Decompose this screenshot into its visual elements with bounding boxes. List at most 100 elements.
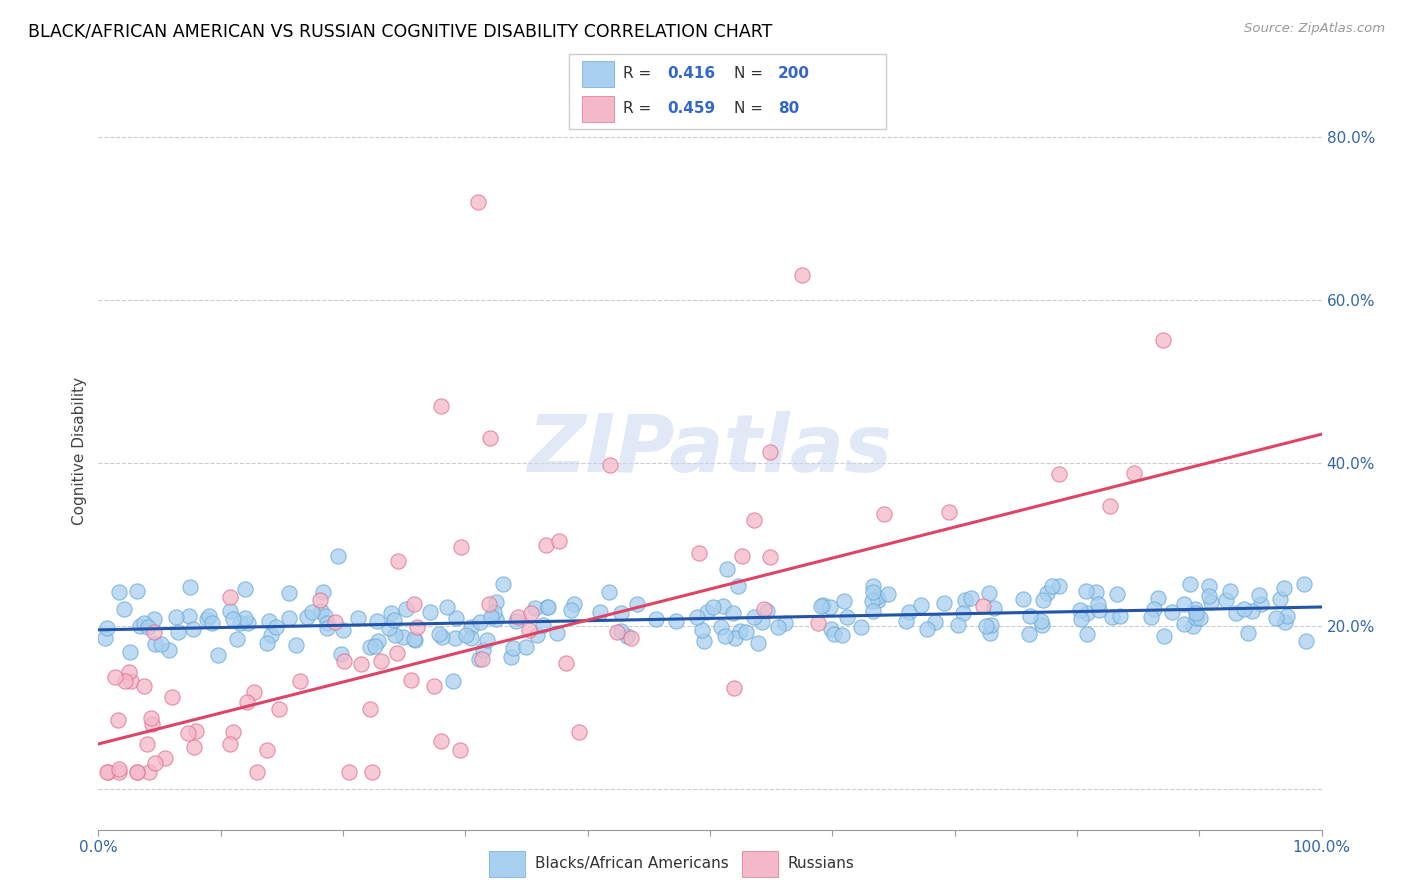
Point [181, 622, 204, 636]
Point [125, 584, 148, 599]
Point [1185, 611, 1208, 625]
Point [983, 600, 1005, 615]
Point [811, 598, 834, 612]
Point [112, 601, 135, 615]
FancyBboxPatch shape [569, 54, 886, 129]
Point [502, 641, 524, 656]
Point [370, 654, 392, 668]
Point [773, 615, 796, 630]
Point [952, 606, 974, 620]
Point [1153, 629, 1175, 643]
Point [758, 550, 780, 565]
Point [1047, 579, 1070, 593]
Point [229, 616, 252, 631]
Point [284, 638, 307, 652]
Point [243, 685, 266, 699]
Point [1018, 627, 1040, 641]
Point [423, 678, 446, 692]
Point [1274, 615, 1296, 630]
Point [195, 611, 218, 625]
Point [1188, 611, 1211, 625]
Point [443, 631, 465, 645]
Point [1143, 602, 1166, 616]
Bar [582, 96, 614, 122]
Point [756, 604, 779, 618]
Point [979, 625, 1001, 640]
Point [515, 640, 537, 654]
Point [1101, 609, 1123, 624]
Point [176, 726, 198, 740]
Point [219, 604, 242, 618]
Point [330, 647, 353, 661]
Point [485, 612, 508, 626]
Point [953, 592, 976, 607]
Point [835, 610, 858, 624]
Point [1173, 597, 1195, 611]
Point [711, 599, 734, 614]
Point [1173, 616, 1195, 631]
Point [868, 593, 890, 607]
Point [924, 615, 946, 630]
Point [150, 636, 173, 650]
Text: 0.416: 0.416 [668, 67, 716, 81]
Point [910, 598, 932, 612]
Point [312, 584, 335, 599]
Point [430, 399, 453, 413]
Point [536, 599, 558, 614]
Point [367, 634, 389, 648]
Point [350, 657, 373, 672]
Point [198, 608, 221, 623]
Point [849, 620, 872, 634]
Point [1070, 612, 1092, 626]
Text: Blacks/African Americans: Blacks/African Americans [534, 855, 728, 871]
Point [477, 633, 499, 648]
Point [860, 594, 883, 608]
Point [118, 665, 141, 680]
Text: 80: 80 [779, 102, 800, 116]
Point [568, 724, 591, 739]
Point [547, 534, 569, 549]
Point [278, 611, 301, 625]
Point [264, 620, 287, 634]
Point [382, 613, 405, 627]
Point [359, 640, 381, 654]
Point [876, 587, 898, 601]
Point [132, 616, 155, 631]
Point [392, 630, 415, 644]
Point [360, 765, 382, 780]
Point [742, 610, 765, 624]
Point [444, 611, 467, 625]
Point [471, 651, 494, 665]
Point [233, 582, 256, 596]
Point [380, 607, 402, 621]
Point [118, 645, 141, 659]
Point [167, 625, 190, 640]
Point [1225, 606, 1247, 620]
Point [468, 615, 491, 629]
Point [479, 609, 502, 624]
Point [260, 628, 283, 642]
Point [471, 643, 494, 657]
Point [1099, 499, 1122, 513]
Point [129, 619, 152, 633]
Point [467, 194, 489, 209]
Point [526, 628, 548, 642]
Point [485, 595, 508, 609]
Point [143, 756, 166, 770]
Point [610, 606, 633, 620]
Point [1088, 603, 1111, 617]
Point [427, 626, 450, 640]
Point [807, 616, 830, 631]
Point [948, 618, 970, 632]
Point [915, 622, 938, 636]
Point [555, 656, 578, 670]
Point [1268, 592, 1291, 607]
Point [125, 765, 148, 780]
Point [620, 631, 643, 645]
Point [537, 599, 560, 614]
Point [1250, 597, 1272, 611]
Point [366, 614, 388, 628]
Point [301, 605, 323, 619]
Text: 0.459: 0.459 [668, 102, 716, 116]
Point [278, 586, 301, 600]
